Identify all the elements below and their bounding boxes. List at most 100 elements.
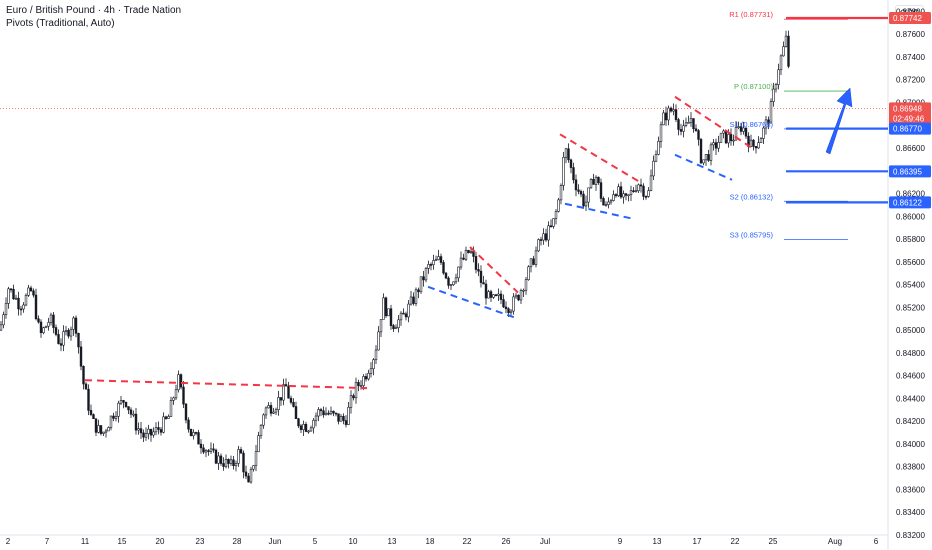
candle-body <box>499 293 503 300</box>
candle-body <box>542 233 545 241</box>
x-tick-label: 15 <box>118 537 127 546</box>
candle-body <box>684 122 688 126</box>
candle-body <box>592 178 595 185</box>
y-tick-label: 0.87600 <box>896 30 925 39</box>
candle-body <box>519 290 523 301</box>
candle-body <box>334 412 338 415</box>
candle-body <box>64 330 68 332</box>
candle-body <box>757 142 760 149</box>
candle-body <box>577 189 580 192</box>
candle-body <box>457 266 460 279</box>
candle-body <box>364 376 368 380</box>
candle-body <box>179 374 183 388</box>
candle-body <box>737 126 740 128</box>
candle-body <box>207 450 210 452</box>
candle-body <box>152 431 155 436</box>
candle-body <box>644 196 648 198</box>
candle-body <box>454 277 458 283</box>
trendline <box>469 246 519 294</box>
candle-body <box>399 312 403 321</box>
price-badge-text: 0.86770 <box>893 125 922 134</box>
x-tick-label: 5 <box>313 537 318 546</box>
candle-body <box>177 374 180 391</box>
candle-body <box>259 424 263 436</box>
x-tick-label: 22 <box>731 537 740 546</box>
candle-body <box>272 411 275 414</box>
candle-body <box>22 304 25 310</box>
candle-body <box>677 119 680 130</box>
trendline <box>674 95 753 149</box>
price-badge-text: 0.87742 <box>893 14 922 23</box>
x-tick-label: 13 <box>653 537 662 546</box>
candle-body <box>127 406 130 411</box>
y-tick-label: 0.86200 <box>896 190 925 199</box>
candle-body <box>344 420 348 425</box>
candle-body <box>137 428 140 431</box>
candle-body <box>144 433 148 438</box>
candle-body <box>584 201 588 207</box>
price-badge <box>889 11 931 24</box>
candle-body <box>494 294 498 297</box>
y-tick-label: 0.83400 <box>896 508 925 517</box>
candle-body <box>34 294 38 320</box>
candle-body <box>14 297 18 300</box>
x-tick-label: 22 <box>463 537 472 546</box>
candle-body <box>444 272 448 279</box>
candle-body <box>97 425 100 433</box>
candle-body <box>687 122 690 124</box>
candle-body <box>427 264 430 269</box>
candle-body <box>32 290 35 296</box>
candle-body <box>614 194 618 197</box>
candle-body <box>637 184 640 192</box>
candle-body <box>697 130 700 140</box>
candle-body <box>337 413 340 422</box>
candle-body <box>317 409 320 417</box>
candle-body <box>682 125 685 132</box>
candle-body <box>582 193 585 207</box>
candle-body <box>167 416 170 419</box>
candle-body <box>262 414 265 426</box>
chart-title: Euro / British Pound · 4h · Trade Nation <box>6 5 182 16</box>
candle-body <box>539 239 543 241</box>
candle-body <box>352 395 355 399</box>
candle-body <box>449 284 453 287</box>
candle-body <box>787 35 790 67</box>
candle-body <box>482 282 485 285</box>
candle-body <box>477 269 480 272</box>
candle-body <box>2 314 5 326</box>
price-badge-text: 0.86122 <box>893 198 922 207</box>
candle-body <box>374 349 378 361</box>
candle-body <box>122 400 125 403</box>
candle-body <box>702 159 705 164</box>
price-badge <box>889 196 931 209</box>
candle-body <box>234 463 238 467</box>
candle-body <box>714 142 718 149</box>
candle-body <box>514 294 518 298</box>
candle-body <box>602 198 605 206</box>
candle-body <box>662 112 665 126</box>
candle-body <box>432 260 435 265</box>
candle-body <box>377 331 380 351</box>
candle-body <box>484 283 488 299</box>
candle-body <box>209 448 213 452</box>
candle-body <box>297 418 300 427</box>
candle-body <box>567 148 570 161</box>
candle-body <box>357 382 360 386</box>
trendline <box>674 153 733 181</box>
candle-body <box>289 397 293 403</box>
candle-body <box>29 287 33 292</box>
candle-body <box>79 346 83 367</box>
candle-body <box>712 142 715 146</box>
y-tick-label: 0.87400 <box>896 53 925 62</box>
candle-body <box>197 432 200 445</box>
candle-body <box>307 430 310 433</box>
candle-body <box>299 425 303 430</box>
candle-body <box>629 190 633 196</box>
candle-body <box>732 139 735 142</box>
y-tick-label: 0.87800 <box>896 7 925 16</box>
candle-body <box>707 154 710 161</box>
candle-body <box>277 397 280 411</box>
candle-body <box>642 185 645 197</box>
candle-body <box>547 225 550 241</box>
